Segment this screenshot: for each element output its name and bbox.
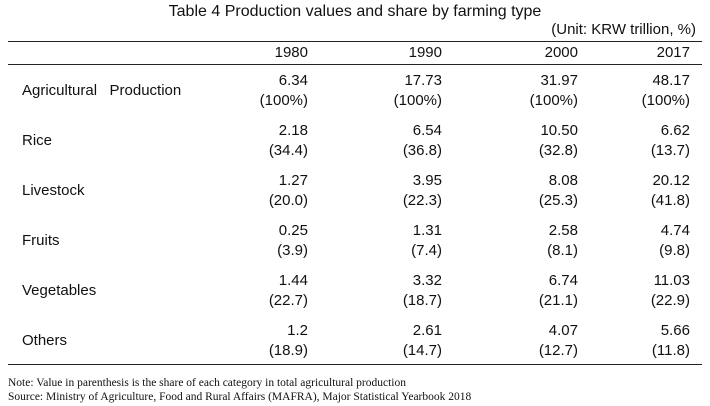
table-title: Table 4 Production values and share by f…	[168, 3, 542, 20]
table-row: Others 1.2 (18.9) 2.61 (14.7) 4.07 (12.7) 5.66 (…	[0, 317, 710, 367]
category-label: Others	[22, 332, 68, 349]
share-value: (14.7)	[402, 342, 442, 359]
year-header: 2017	[656, 44, 690, 61]
production-value: 6.62	[660, 122, 690, 139]
table-cell: 2.61 (14.7)	[332, 321, 442, 361]
table-cell: 4.74 (9.8)	[580, 221, 690, 261]
share-value: (100%)	[259, 92, 308, 109]
table-source: Source: Ministry of Agriculture, Food an…	[8, 391, 472, 403]
table-note: Note: Value in parenthesis is the share …	[8, 377, 407, 389]
table-row: Livestock 1.27 (20.0) 3.95 (22.3) 8.08 (25.3) 2…	[0, 167, 710, 217]
bottom-rule	[8, 364, 702, 365]
category-label: Agricultural Production	[22, 82, 182, 99]
table-cell: 17.73 (100%)	[332, 71, 442, 111]
production-value: 1.2	[287, 322, 308, 339]
table-cell: 4.07 (12.7)	[468, 321, 578, 361]
table-cell: 2.58 (8.1)	[468, 221, 578, 261]
share-value: (22.9)	[650, 292, 690, 309]
share-value: (22.3)	[402, 192, 442, 209]
production-value: 2.61	[412, 322, 442, 339]
production-value: 4.74	[660, 222, 690, 239]
header-rule	[8, 64, 702, 65]
table-cell: 3.32 (18.7)	[332, 271, 442, 311]
share-value: (25.3)	[538, 192, 578, 209]
table-cell: 11.03 (22.9)	[580, 271, 690, 311]
share-value: (21.1)	[538, 292, 578, 309]
share-value: (7.4)	[411, 242, 442, 259]
production-value: 11.03	[653, 272, 690, 289]
year-header: 2000	[544, 44, 578, 61]
share-value: (8.1)	[547, 242, 578, 259]
share-value: (32.8)	[538, 142, 578, 159]
production-value: 6.54	[412, 122, 442, 139]
production-value: 5.66	[660, 322, 690, 339]
production-value: 4.07	[548, 322, 578, 339]
production-value: 20.12	[652, 172, 690, 189]
table-cell: 5.66 (11.8)	[580, 321, 690, 361]
table-cell: 1.2 (18.9)	[198, 321, 308, 361]
year-header: 1990	[408, 44, 442, 61]
share-value: (100%)	[529, 92, 578, 109]
table-cell: 1.44 (22.7)	[198, 271, 308, 311]
share-value: (11.8)	[651, 342, 690, 359]
table-cell: 31.97 (100%)	[468, 71, 578, 111]
share-value: (20.0)	[268, 192, 308, 209]
production-value: 17.73	[404, 72, 442, 89]
production-value: 1.44	[278, 272, 308, 289]
production-value: 6.74	[548, 272, 578, 289]
category-label: Vegetables	[22, 282, 97, 299]
table-cell: 20.12 (41.8)	[580, 171, 690, 211]
share-value: (36.8)	[402, 142, 442, 159]
production-value: 1.27	[278, 172, 308, 189]
share-value: (13.7)	[650, 142, 690, 159]
production-value: 8.08	[548, 172, 578, 189]
share-value: (34.4)	[268, 142, 308, 159]
production-value: 31.97	[540, 72, 578, 89]
production-value: 1.31	[412, 222, 442, 239]
table-row: Rice 2.18 (34.4) 6.54 (36.8) 10.50 (32.8) 6.62 (…	[0, 117, 710, 167]
table-cell: 1.31 (7.4)	[332, 221, 442, 261]
table-cell: 2.18 (34.4)	[198, 121, 308, 161]
unit-label: (Unit: KRW trillion, %)	[551, 21, 696, 38]
production-value: 6.34	[278, 72, 308, 89]
table-row: Fruits 0.25 (3.9) 1.31 (7.4) 2.58 (8.1) 4.74 (9.…	[0, 217, 710, 267]
production-value: 3.95	[412, 172, 442, 189]
table-row: Vegetables 1.44 (22.7) 3.32 (18.7) 6.74 (21.1)…	[0, 267, 710, 317]
share-value: (18.7)	[402, 292, 442, 309]
share-value: (18.9)	[268, 342, 308, 359]
category-label: Fruits	[22, 232, 60, 249]
table-cell: 6.54 (36.8)	[332, 121, 442, 161]
share-value: (100%)	[641, 92, 690, 109]
table-cell: 1.27 (20.0)	[198, 171, 308, 211]
share-value: (41.8)	[650, 192, 690, 209]
production-value: 2.18	[278, 122, 308, 139]
table-cell: 3.95 (22.3)	[332, 171, 442, 211]
share-value: (100%)	[393, 92, 442, 109]
share-value: (9.8)	[659, 242, 690, 259]
top-rule	[8, 41, 702, 42]
production-value: 3.32	[412, 272, 442, 289]
table-cell: 0.25 (3.9)	[198, 221, 308, 261]
year-header: 1980	[274, 44, 308, 61]
table-cell: 48.17 (100%)	[580, 71, 690, 111]
table-cell: 6.34 (100%)	[198, 71, 308, 111]
share-value: (3.9)	[277, 242, 308, 259]
table-cell: 10.50 (32.8)	[468, 121, 578, 161]
table-cell: 6.74 (21.1)	[468, 271, 578, 311]
table-cell: 8.08 (25.3)	[468, 171, 578, 211]
category-label: Rice	[22, 132, 53, 149]
production-value: 0.25	[278, 222, 308, 239]
production-value: 10.50	[540, 122, 578, 139]
category-label: Livestock	[22, 182, 85, 199]
share-value: (12.7)	[538, 342, 578, 359]
production-value: 48.17	[652, 72, 690, 89]
table-row: Agricultural Production 6.34 (100%) 17.73 (1…	[0, 67, 710, 117]
share-value: (22.7)	[268, 292, 308, 309]
table-cell: 6.62 (13.7)	[580, 121, 690, 161]
production-value: 2.58	[548, 222, 578, 239]
